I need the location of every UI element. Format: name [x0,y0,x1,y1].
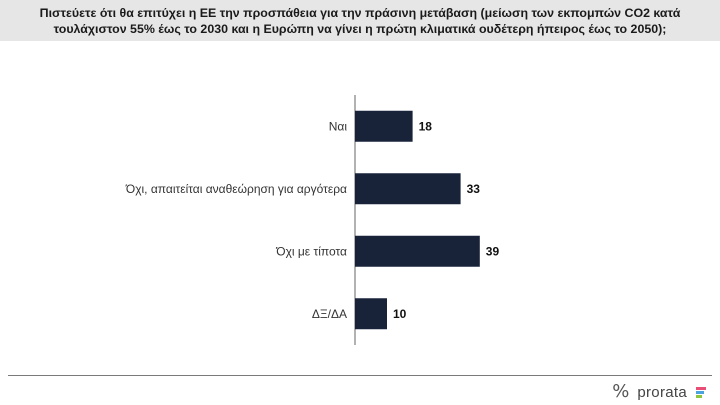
brand-logo: % prorata [612,382,706,402]
category-label: ΔΞ/ΔΑ [312,307,347,321]
bar [355,235,480,267]
category-label: Όχι, απαιτείται αναθεώρηση για αργότερα [125,182,347,196]
category-label: Όχι με τίποτα [275,244,347,258]
brand-stripes-icon [696,386,706,398]
brand-name: prorata [637,383,687,401]
brand-stripe [696,386,706,390]
bar [355,298,387,330]
percent-icon: % [612,381,630,402]
footer-divider [8,375,712,376]
data-label: 33 [467,182,481,196]
data-label: 39 [486,244,500,258]
bar [355,110,413,142]
brand-stripe [696,390,704,394]
data-label: 10 [393,307,407,321]
chart-title: Πιστεύετε ότι θα επιτύχει η ΕΕ την προσπ… [39,5,681,36]
brand-stripe [696,394,702,398]
bar [355,173,461,205]
data-label: 18 [419,119,433,133]
title-bar: Πιστεύετε ότι θα επιτύχει η ΕΕ την προσπ… [0,0,720,41]
category-label: Ναι [329,119,348,133]
